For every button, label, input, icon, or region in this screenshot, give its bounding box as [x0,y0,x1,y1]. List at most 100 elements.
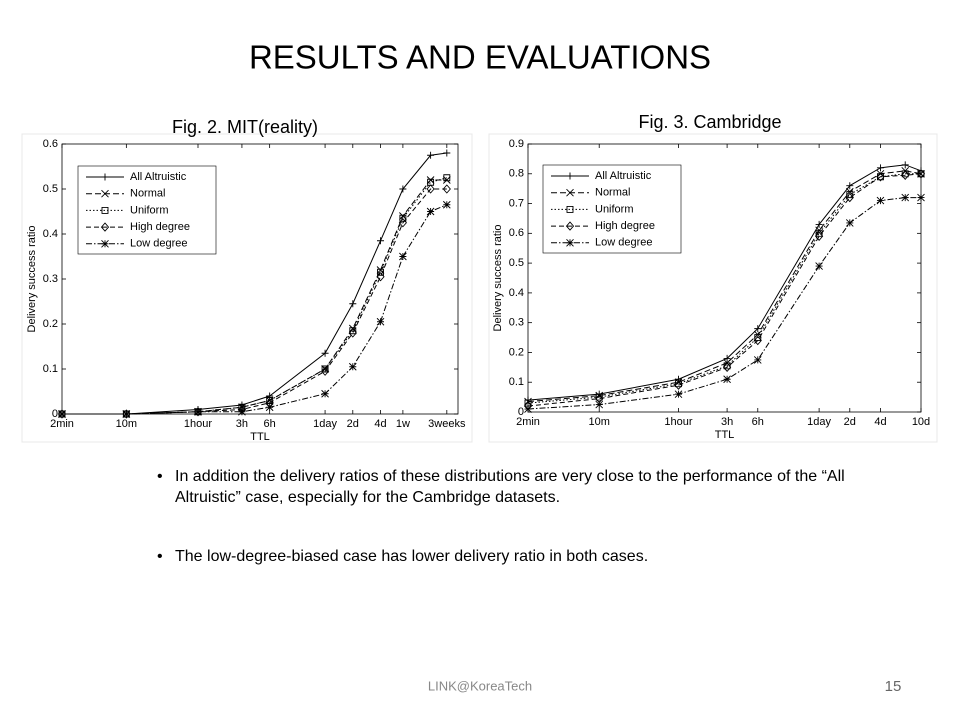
legend-marker [566,205,574,213]
data-point [194,407,202,416]
legend-label: All Altruistic [130,171,187,183]
legend-label: All Altruistic [595,170,652,182]
y-tick-label: 0.3 [509,317,524,329]
x-tick-label: 2min [50,418,74,430]
data-point [398,218,407,228]
y-axis-label: Delivery success ratio [26,226,38,333]
data-point [377,237,385,245]
data-point [442,184,451,194]
data-point [876,196,885,205]
legend-marker [101,206,109,214]
data-point [815,262,823,270]
legend-marker [566,172,574,180]
bullet: The low-degree-biased case has lower del… [157,546,847,567]
legend-label: High degree [130,221,190,233]
data-point [443,174,451,182]
legend-label: Uniform [130,204,169,216]
data-point [846,182,854,190]
data-point [845,192,854,203]
data-point [376,272,385,282]
page-number: 15 [885,678,902,695]
data-point [815,220,823,228]
x-tick-label: 10m [116,418,137,430]
x-tick-label: 3h [721,416,733,428]
data-point [376,317,385,326]
data-point [901,161,909,169]
y-tick-label: 0.6 [43,138,58,150]
data-point [442,176,451,184]
data-point [753,335,762,346]
data-point [399,252,407,261]
x-tick-label: 1hour [184,418,212,430]
series-line [527,173,921,404]
data-point [427,151,435,159]
legend-label: High degree [595,220,655,232]
data-point [122,410,131,418]
chart-title: Fig. 2. MIT(reality) [172,117,318,137]
y-tick-label: 0.9 [509,138,524,150]
data-point [348,328,357,338]
data-point [876,172,885,182]
data-point [427,178,435,186]
legend-marker [566,238,574,247]
slide-title: RESULTS AND EVALUATIONS [249,39,711,76]
data-point [265,403,274,412]
data-point [426,207,435,216]
legend-marker [566,188,574,197]
y-tick-label: 0.3 [43,273,58,285]
x-tick-label: 10d [912,416,930,428]
legend-label: Uniform [595,203,634,215]
x-tick-label: 4d [874,416,886,428]
data-point [723,362,732,373]
x-tick-label: 2d [844,416,856,428]
data-point [348,362,357,371]
x-tick-label: 4d [374,418,386,430]
legend-marker [101,239,109,248]
y-tick-label: 0.4 [509,287,524,299]
data-point [321,365,329,373]
data-point [377,268,384,276]
x-tick-label: 1day [313,418,337,430]
bullet: In addition the delivery ratios of these… [157,466,847,508]
x-tick-label: 6h [264,418,276,430]
x-tick-label: 1day [807,416,831,428]
data-point [122,409,131,419]
data-point [917,193,925,202]
chart-title: Fig. 3. Cambridge [638,112,781,132]
legend-label: Normal [595,187,630,199]
y-tick-label: 0.4 [43,228,58,240]
data-point [901,193,910,202]
series-line [527,173,922,407]
y-tick-label: 0 [52,408,58,420]
data-point [193,407,203,417]
series-line [527,164,922,401]
data-point [426,176,435,184]
legend-label: Low degree [130,238,188,250]
data-point [754,325,762,333]
data-point [320,366,330,376]
legend-label: Normal [130,188,165,200]
y-tick-label: 0.2 [43,318,58,330]
data-point [399,212,407,220]
data-point [674,390,683,398]
x-tick-label: 1w [396,418,410,430]
data-point [442,200,451,209]
data-point [399,214,407,222]
data-point [916,169,926,179]
y-tick-label: 0.2 [509,346,524,358]
x-axis-label: TTL [250,431,270,443]
series-line [527,170,922,403]
y-tick-label: 0.8 [509,168,524,180]
data-point [57,409,67,419]
data-point [443,149,451,157]
data-point [426,184,435,194]
data-point [238,407,246,416]
legend-label: Low degree [595,237,653,249]
y-tick-label: 0.1 [509,376,524,388]
footer: LINK@KoreaTech [428,678,532,693]
data-point [723,375,731,384]
data-point [901,170,910,180]
legend-marker [100,222,110,232]
